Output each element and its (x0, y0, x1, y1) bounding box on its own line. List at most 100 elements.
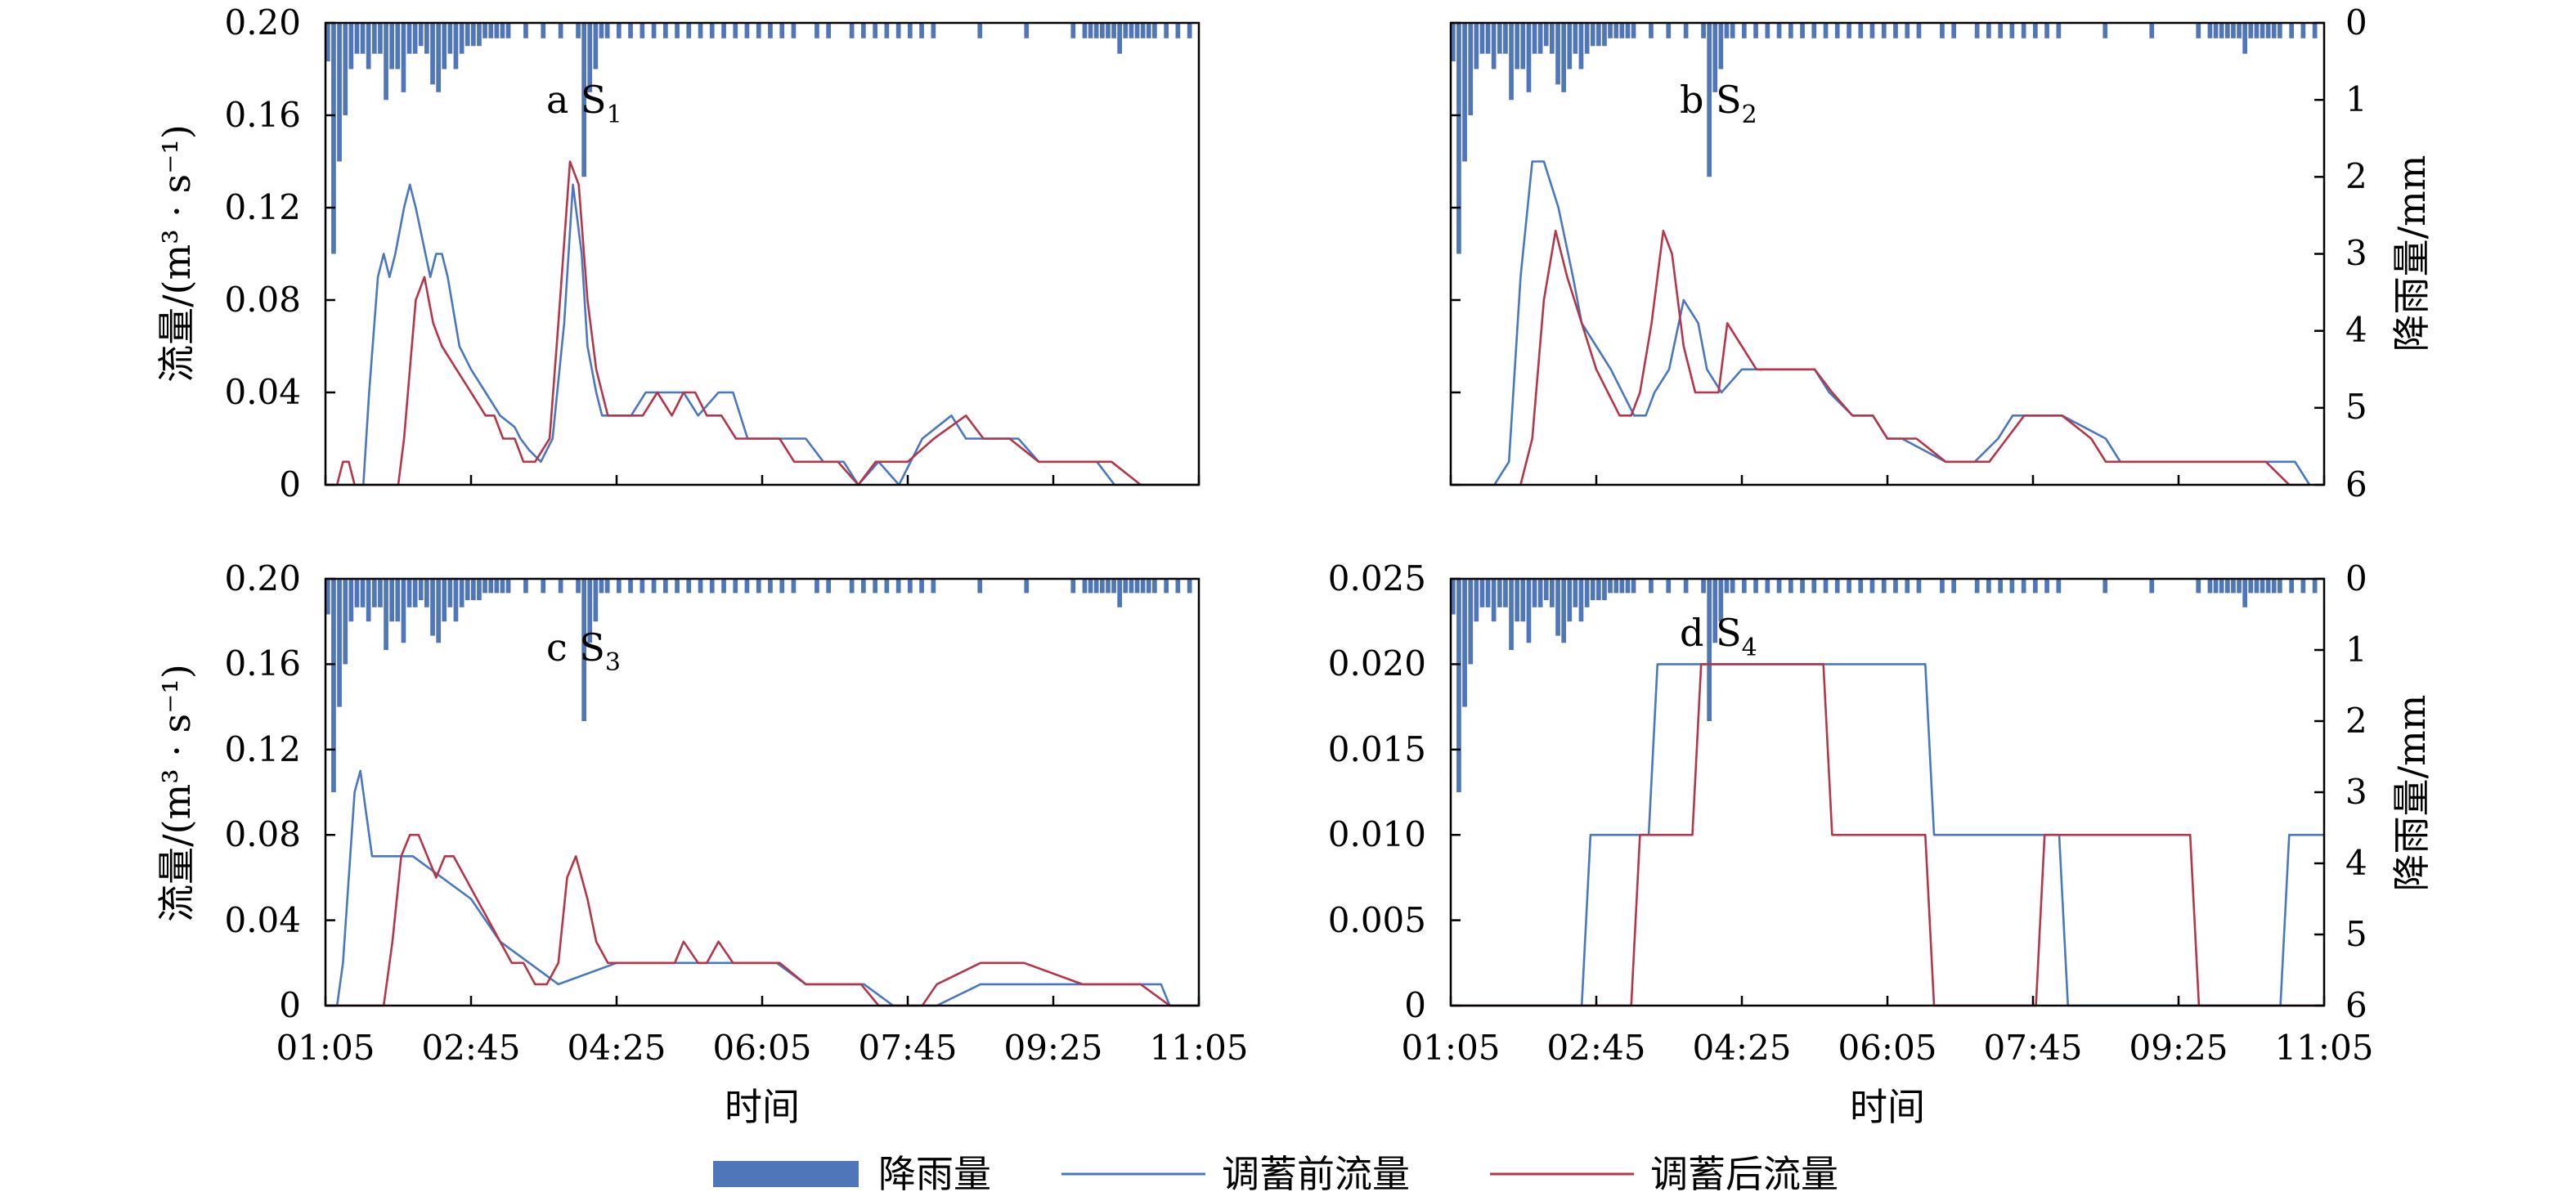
panel-a-ytick-2: 0.12 (224, 187, 301, 227)
rain-bar (815, 23, 819, 38)
rain-bar (482, 23, 487, 38)
rain-bar (523, 23, 528, 38)
rain-bar (919, 579, 924, 594)
rain-bar (2254, 23, 2260, 38)
rain-bar (1712, 579, 1718, 643)
rain-bar (500, 23, 505, 38)
rain-bar (721, 23, 726, 38)
rain-bar (698, 23, 703, 38)
rain-bar (2009, 579, 2015, 594)
rain-bar (779, 23, 785, 38)
rain-bar (675, 579, 680, 594)
rain-bar (1106, 579, 1111, 594)
rain-bar (908, 23, 913, 38)
rain-bar (1742, 579, 1747, 594)
rain-bar (1479, 23, 1485, 54)
rain-bar (2103, 579, 2108, 594)
rain-bar (378, 579, 383, 607)
rain-bar (1567, 23, 1573, 69)
rain-bar (337, 579, 342, 707)
rain-bar (1526, 23, 1532, 92)
rain-bar (1485, 23, 1491, 54)
rain-bar (541, 23, 546, 38)
rain-bar (488, 23, 494, 38)
rain-bar (447, 579, 453, 607)
rain-bar (1164, 23, 1169, 38)
rain-bar (1881, 579, 1887, 594)
panel-c-subscript: 3 (605, 648, 621, 677)
rain-bar (418, 23, 424, 47)
panel-c-xtick-0: 01:05 (276, 1028, 375, 1068)
rain-bar (581, 579, 586, 721)
rain-bar (505, 579, 511, 594)
rain-bar (826, 579, 831, 594)
rain-bar (1515, 579, 1519, 622)
rain-bar (1596, 23, 1601, 47)
rain-bar (1134, 23, 1140, 38)
panel-a-ytick-1: 0.16 (224, 95, 301, 135)
panel-c-xtick-1: 02:45 (421, 1028, 520, 1068)
rain-bar (1070, 23, 1076, 38)
rain-bar (1602, 579, 1607, 601)
rain-bar (1666, 23, 1672, 38)
rain-bar (1526, 579, 1532, 643)
rain-bar (1590, 579, 1595, 601)
rain-bar (1718, 23, 1724, 69)
panel-d-ytick-0: 0.025 (1328, 558, 1426, 598)
rain-bar (1129, 23, 1134, 38)
rain-bar (2149, 579, 2155, 594)
rain-bar (2207, 579, 2213, 594)
rain-bar (436, 579, 441, 643)
rain-bar (593, 23, 599, 69)
rain-bar (1683, 579, 1689, 594)
rain-bar (2312, 23, 2318, 38)
panel-d-xtick-1: 02:45 (1546, 1028, 1645, 1068)
rain-bar (1123, 579, 1129, 594)
panel-d-rain-tick-5: 5 (2345, 914, 2367, 954)
rain-bar (505, 23, 511, 38)
rain-bar (1503, 579, 1508, 607)
rain-bar (494, 579, 500, 594)
panel-c-xtick-6: 11:05 (1149, 1028, 1248, 1068)
rain-bar (604, 23, 610, 38)
rain-bar (1146, 23, 1151, 38)
panel-c-xtick-3: 06:05 (712, 1028, 811, 1068)
series-line-before (325, 769, 1199, 1007)
panel-d-xtick-5: 09:25 (2129, 1028, 2228, 1068)
rain-bar (2242, 23, 2247, 54)
rain-bar (756, 579, 761, 594)
rain-bar (372, 579, 377, 607)
rain-bar (2265, 23, 2271, 38)
rain-bar (1497, 579, 1502, 607)
rain-bar (494, 23, 500, 38)
rain-bar (1462, 579, 1467, 707)
rain-bar (1858, 579, 1864, 594)
rain-bar (1451, 23, 1456, 62)
rain-bar (1140, 23, 1146, 38)
legend: 降雨量 调蓄前流量 调蓄后流量 (713, 1152, 1838, 1196)
rain-bar (1986, 23, 1991, 38)
rain-bar (401, 23, 406, 92)
rain-bar (1093, 579, 1099, 594)
rain-bar (1503, 23, 1508, 54)
rain-bar (2033, 579, 2038, 594)
series-line-before (1451, 160, 2311, 486)
rain-bar (477, 579, 482, 601)
rain-bar (2149, 23, 2155, 38)
rain-bar (768, 23, 773, 38)
rain-bar (1451, 579, 1456, 615)
rain-bar (1561, 23, 1566, 92)
panel-d-ytick-1: 0.020 (1328, 643, 1426, 683)
rain-bar (1509, 579, 1514, 650)
rain-bar (1561, 579, 1566, 643)
rain-bar (348, 579, 354, 622)
panel-d-xtick-2: 04:25 (1692, 1028, 1791, 1068)
rain-bar (1573, 579, 1578, 607)
rain-bar (604, 579, 610, 594)
rain-bar (1951, 579, 1956, 594)
rain-bar (2056, 579, 2062, 594)
rain-bar (733, 23, 738, 38)
panel-c-ytick-5: 0 (279, 985, 301, 1025)
rain-bar (1916, 579, 1922, 594)
rain-bar (861, 579, 866, 594)
